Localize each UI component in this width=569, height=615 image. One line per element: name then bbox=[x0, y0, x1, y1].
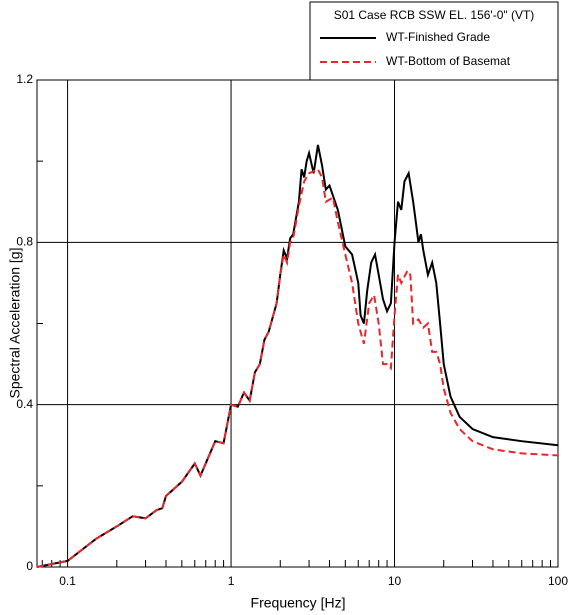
y-tick-label: 0 bbox=[26, 559, 33, 573]
legend-label: WT-Finished Grade bbox=[386, 30, 490, 44]
x-tick-label: 1 bbox=[228, 574, 235, 588]
line-series bbox=[36, 167, 559, 568]
x-tick-label: 100 bbox=[548, 574, 568, 588]
y-tick-label: 0.4 bbox=[16, 397, 33, 411]
plot-frame bbox=[36, 79, 559, 568]
plot-area bbox=[37, 80, 558, 567]
x-tick-label: 0.1 bbox=[59, 574, 76, 588]
y-tick-label: 1.2 bbox=[16, 72, 33, 86]
y-axis-label: Spectral Acceleration [g] bbox=[7, 248, 23, 399]
y-tick-label: 0.8 bbox=[16, 235, 33, 249]
x-tick-label: 10 bbox=[388, 574, 402, 588]
legend-label: WT-Bottom of Basemat bbox=[386, 54, 511, 68]
legend-title: S01 Case RCB SSW EL. 156'-0" (VT) bbox=[334, 8, 535, 22]
x-axis-label: Frequency [Hz] bbox=[251, 595, 346, 611]
legend-box bbox=[309, 1, 559, 81]
